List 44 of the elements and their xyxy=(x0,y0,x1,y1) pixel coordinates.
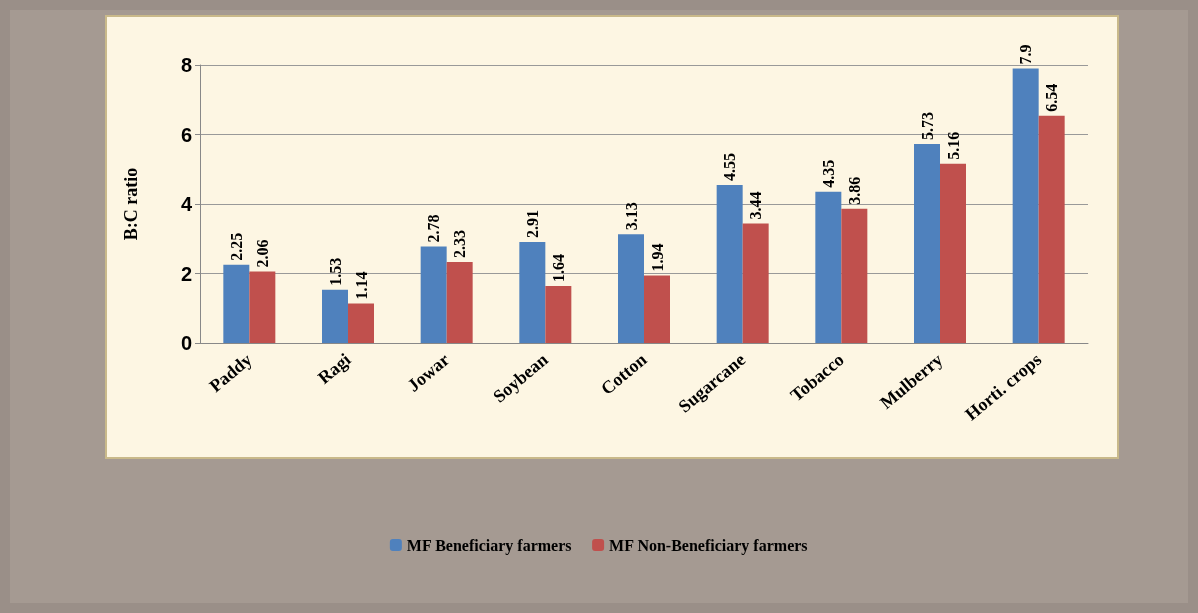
data-label: 4.55 xyxy=(721,152,739,181)
bar xyxy=(644,275,670,343)
data-label: 1.53 xyxy=(326,257,344,286)
bar xyxy=(1012,68,1039,343)
data-label: 3.86 xyxy=(845,176,863,205)
y-tick-label: 0 xyxy=(180,332,192,354)
bar xyxy=(322,289,348,343)
y-tick-label: 6 xyxy=(180,123,192,146)
bar xyxy=(519,241,546,343)
data-label: 3.44 xyxy=(747,191,765,220)
data-label: 2.91 xyxy=(523,209,541,238)
y-tick-label: 2 xyxy=(180,262,192,285)
bar xyxy=(348,303,374,343)
data-label: 5.73 xyxy=(918,111,936,140)
y-tick-label: 4 xyxy=(180,193,193,215)
data-label: 1.64 xyxy=(549,254,567,283)
data-label: 1.94 xyxy=(648,243,666,272)
bar xyxy=(1038,115,1065,343)
bar xyxy=(446,262,473,343)
legend-label: MF Non-Beneficiary farmers xyxy=(609,536,808,555)
data-label: 3.13 xyxy=(622,202,640,231)
y-axis-title: B:C ratio xyxy=(121,167,141,241)
bar xyxy=(940,163,966,343)
bar xyxy=(249,271,276,343)
bar xyxy=(545,286,572,343)
bar xyxy=(841,208,868,343)
data-label: 4.35 xyxy=(819,159,837,188)
data-label: 6.54 xyxy=(1043,83,1061,112)
bar xyxy=(716,184,743,343)
bar xyxy=(815,191,842,343)
data-label: 2.06 xyxy=(253,239,271,268)
data-label: 7.9 xyxy=(1017,44,1035,65)
data-label: 5.16 xyxy=(944,131,962,160)
bar xyxy=(420,246,447,343)
data-label: 1.14 xyxy=(352,271,370,300)
data-label: 2.25 xyxy=(227,232,245,261)
bar xyxy=(742,223,769,343)
legend-label: MF Beneficiary farmers xyxy=(406,536,572,555)
data-label: 2.78 xyxy=(425,214,443,243)
bar xyxy=(914,143,940,343)
data-label: 2.33 xyxy=(451,230,469,259)
bar xyxy=(618,234,644,343)
bar xyxy=(223,264,250,343)
y-tick-label: 8 xyxy=(180,54,192,76)
